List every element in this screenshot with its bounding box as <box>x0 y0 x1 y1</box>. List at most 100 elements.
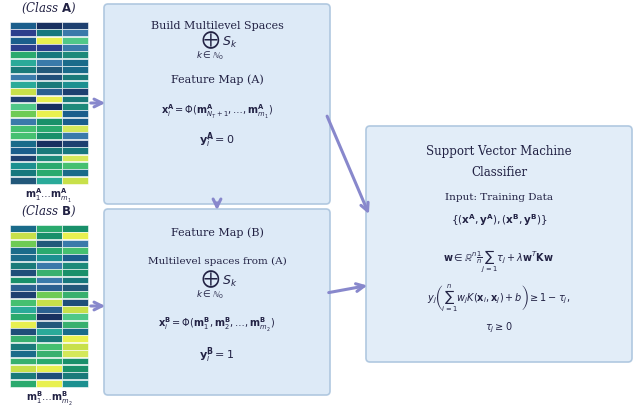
Bar <box>62 343 88 350</box>
Bar <box>62 291 88 298</box>
Bar <box>36 66 61 73</box>
Text: $y_j\left(\sum_{i=1}^n w_j K(\mathbf{x}_i,\mathbf{x}_j)+b\right) \geq 1-\tau_j,$: $y_j\left(\sum_{i=1}^n w_j K(\mathbf{x}_… <box>428 282 571 314</box>
Bar <box>36 22 61 29</box>
Bar <box>62 306 88 313</box>
Bar <box>10 51 35 58</box>
Bar <box>36 88 61 95</box>
Bar <box>10 103 35 110</box>
Bar <box>62 125 88 132</box>
Bar <box>36 284 61 291</box>
Bar <box>10 140 35 147</box>
Bar <box>36 44 61 51</box>
Text: (Class $\mathbf{B}$): (Class $\mathbf{B}$) <box>21 203 77 219</box>
Bar <box>10 30 35 36</box>
Bar <box>36 350 61 357</box>
Bar <box>36 269 61 276</box>
FancyBboxPatch shape <box>104 209 330 395</box>
Bar <box>36 240 61 247</box>
Bar <box>10 240 35 247</box>
Bar <box>10 96 35 102</box>
Bar <box>10 269 35 276</box>
Text: $\mathbf{x}_i^{\mathbf{B}} = \Phi(\mathbf{m}^{\mathbf{B}}_1,\mathbf{m}^{\mathbf{: $\mathbf{x}_i^{\mathbf{B}} = \Phi(\mathb… <box>159 316 275 334</box>
Bar <box>10 22 35 29</box>
Bar <box>62 155 88 162</box>
Bar <box>10 125 35 132</box>
Bar <box>62 358 88 364</box>
Bar <box>36 306 61 313</box>
Bar <box>10 328 35 335</box>
Bar <box>10 225 35 232</box>
Bar <box>36 277 61 283</box>
Bar <box>36 177 61 183</box>
Bar <box>10 81 35 88</box>
Bar <box>10 177 35 183</box>
Bar <box>10 44 35 51</box>
FancyBboxPatch shape <box>104 4 330 204</box>
Bar <box>10 254 35 261</box>
Bar <box>10 321 35 328</box>
Bar <box>10 247 35 254</box>
Bar <box>10 37 35 44</box>
Bar <box>10 306 35 313</box>
Bar <box>62 30 88 36</box>
Bar <box>36 162 61 169</box>
Bar <box>10 291 35 298</box>
Bar <box>36 343 61 350</box>
Bar <box>36 125 61 132</box>
Text: $\mathbf{w} \in \mathbb{R}^n \frac{1}{n}\sum_{j=1} \tau_j + \lambda\mathbf{w}^T\: $\mathbf{w} \in \mathbb{R}^n \frac{1}{n}… <box>444 249 554 275</box>
Bar <box>62 284 88 291</box>
Bar <box>36 232 61 239</box>
Bar <box>62 298 88 305</box>
Bar <box>10 358 35 364</box>
Bar <box>36 51 61 58</box>
Text: Classifier: Classifier <box>471 166 527 179</box>
Bar <box>10 262 35 269</box>
Bar <box>62 162 88 169</box>
Bar <box>62 22 88 29</box>
Bar <box>62 81 88 88</box>
Bar <box>36 298 61 305</box>
Text: Support Vector Machine: Support Vector Machine <box>426 145 572 158</box>
Bar <box>62 132 88 139</box>
Bar <box>10 379 35 386</box>
Bar <box>36 59 61 66</box>
Bar <box>62 74 88 81</box>
Bar <box>36 132 61 139</box>
Text: $\mathbf{y}_i^{\mathbf{A}} = 0$: $\mathbf{y}_i^{\mathbf{A}} = 0$ <box>199 130 235 150</box>
Bar <box>62 247 88 254</box>
Bar <box>62 169 88 176</box>
Bar <box>36 321 61 328</box>
Bar <box>10 118 35 125</box>
Bar <box>36 313 61 320</box>
Bar <box>10 298 35 305</box>
Bar <box>10 365 35 372</box>
Bar <box>62 225 88 232</box>
Bar <box>10 335 35 342</box>
Bar <box>62 313 88 320</box>
Bar <box>62 66 88 73</box>
Bar <box>62 254 88 261</box>
Bar <box>62 118 88 125</box>
Bar <box>62 379 88 386</box>
Bar <box>62 103 88 110</box>
Bar <box>36 379 61 386</box>
Text: $\mathbf{x}_i^{\mathbf{A}} = \Phi(\mathbf{m}^{\mathbf{A}}_{N_T+1},\ldots,\mathbf: $\mathbf{x}_i^{\mathbf{A}} = \Phi(\mathb… <box>161 103 273 121</box>
Bar <box>36 169 61 176</box>
Bar <box>10 132 35 139</box>
Bar <box>36 358 61 364</box>
Bar <box>10 169 35 176</box>
Bar <box>36 291 61 298</box>
Bar <box>62 262 88 269</box>
Bar <box>10 59 35 66</box>
FancyBboxPatch shape <box>366 126 632 362</box>
Bar <box>10 343 35 350</box>
Bar <box>36 262 61 269</box>
Bar <box>10 66 35 73</box>
Bar <box>36 254 61 261</box>
Text: Feature Map (B): Feature Map (B) <box>171 228 264 238</box>
Bar <box>62 37 88 44</box>
Text: Input: Training Data: Input: Training Data <box>445 194 553 202</box>
Text: Feature Map (A): Feature Map (A) <box>171 75 264 85</box>
Bar <box>62 147 88 154</box>
Bar <box>36 147 61 154</box>
